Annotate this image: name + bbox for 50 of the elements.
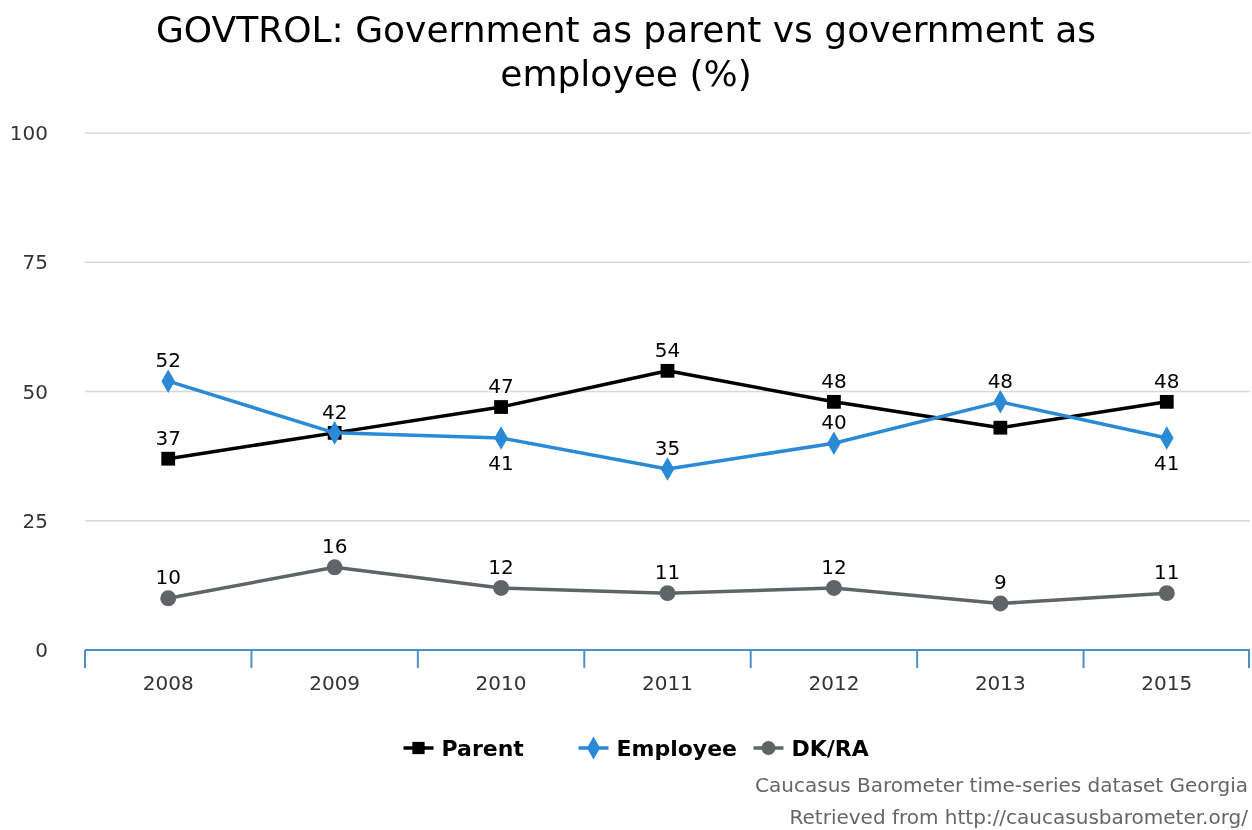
data-label: 48 <box>1154 368 1180 393</box>
point <box>494 400 508 414</box>
point <box>660 363 675 378</box>
point <box>827 394 841 409</box>
x-tick-label: 2008 <box>142 671 194 695</box>
text: Retrieved from http://caucasusbarometer.org/ <box>789 805 1249 829</box>
x-tick-label: 2010 <box>475 671 527 695</box>
point <box>825 580 842 596</box>
chart-title: GOVTROL: Government as parent vs government as employee (%) <box>155 9 1097 94</box>
data-label: 35 <box>654 436 681 461</box>
data-label: 10 <box>155 565 181 590</box>
data-label: 47 <box>488 374 514 399</box>
point <box>1159 394 1174 409</box>
data-label: 12 <box>821 554 847 579</box>
y-tick-label: 50 <box>22 379 48 404</box>
y-tick-label: 100 <box>9 121 48 145</box>
point <box>993 420 1008 435</box>
data-label: 11 <box>1154 560 1180 585</box>
legend-label: DK/RA <box>791 736 869 761</box>
data-label: 9 <box>993 570 1007 595</box>
data-label: 52 <box>155 348 181 373</box>
data-label: 37 <box>155 425 181 450</box>
data-label: 54 <box>654 337 681 362</box>
y-tick-label: 25 <box>22 508 48 533</box>
data-label: 12 <box>488 554 514 579</box>
data-label: 42 <box>321 399 348 424</box>
data-label: 40 <box>821 410 847 435</box>
point <box>160 590 177 607</box>
data-label: 41 <box>1154 451 1180 476</box>
point <box>161 451 176 466</box>
y-tick-label: 75 <box>22 250 48 275</box>
x-tick-label: 2015 <box>1141 671 1193 695</box>
x-tick-label: 2009 <box>309 671 361 695</box>
legend-label: Employee <box>616 736 738 761</box>
data-label: 11 <box>654 560 681 585</box>
data-label: 48 <box>821 368 847 393</box>
point <box>326 559 343 576</box>
y-tick-label: 0 <box>35 638 48 662</box>
text: Caucasus Barometer time-series dataset Georgia <box>755 773 1248 797</box>
point <box>493 580 510 596</box>
data-label: 48 <box>987 368 1014 393</box>
point <box>659 585 676 602</box>
point <box>1158 585 1175 602</box>
data-label: 16 <box>321 534 348 559</box>
data-label: 41 <box>488 451 514 476</box>
x-tick-label: 2011 <box>642 671 693 695</box>
x-tick-label: 2012 <box>808 671 860 695</box>
point <box>992 595 1009 612</box>
x-tick-label: 2013 <box>974 671 1026 695</box>
legend-label: Parent <box>441 736 525 761</box>
